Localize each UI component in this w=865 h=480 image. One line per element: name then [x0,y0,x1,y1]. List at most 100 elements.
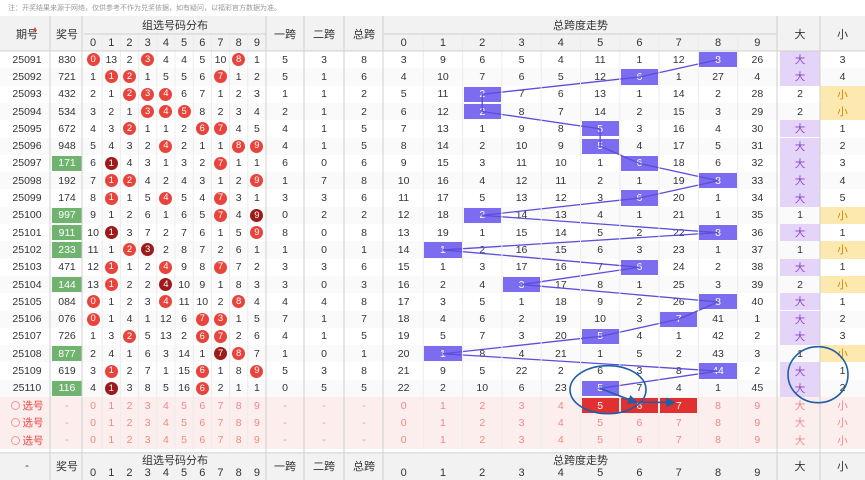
select-trend-digit[interactable]: 4 [557,416,564,429]
select-trend-digit[interactable]: 8 [715,399,721,412]
select-trend-digit[interactable]: 9 [754,434,761,447]
select-digit[interactable]: 2 [126,434,133,447]
select-digit[interactable]: 8 [235,434,242,447]
select-trend-digit[interactable]: 9 [754,399,761,412]
dist-ball-cell: 7 [211,68,229,85]
select-digit[interactable]: 6 [199,399,206,412]
span2-cell: 0 [321,243,327,256]
select-digit[interactable]: 1 [108,434,115,447]
number-ball: 1 [104,364,118,378]
select-dash: - [362,416,366,429]
select-digit[interactable]: 9 [253,416,260,429]
select-trend-digit[interactable]: 5 [597,416,604,429]
span1-cell: 4 [282,122,288,135]
select-label[interactable]: 选号 [6,414,48,431]
select-digit[interactable]: 6 [199,416,206,429]
select-trend-digit[interactable]: 9 [754,416,761,429]
select-trend-digit[interactable]: 7 [675,434,682,447]
select-trend-digit[interactable]: 2 [479,399,486,412]
trend-cell: 7 [518,88,525,101]
select-trend-digit[interactable]: 3 [518,399,525,412]
select-trend-digit[interactable]: 3 [518,434,525,447]
number-ball: 1 [104,70,118,84]
select-label[interactable]: 选号 [6,432,48,449]
select-trend-highlight[interactable]: 7 [660,398,698,414]
select-digit[interactable]: 9 [253,399,260,412]
select-trend-highlight[interactable]: 5 [581,398,619,414]
dist-cell: 10 [196,295,209,308]
select-dash: - [65,416,69,429]
select-trend-digit[interactable]: 4 [557,399,564,412]
select-trend-digit[interactable]: 6 [636,434,643,447]
dist-digit-header: 0 [90,36,97,49]
select-trend-digit[interactable]: 0 [400,399,407,412]
issue-header[interactable]: 期号 [16,28,38,41]
select-digit[interactable]: 7 [217,434,224,447]
select-digit[interactable]: 7 [217,416,224,429]
select-digit[interactable]: 6 [199,434,206,447]
select-digit[interactable]: 4 [162,399,169,412]
select-trend-digit[interactable]: 2 [479,416,486,429]
select-small[interactable]: 小 [837,400,848,413]
select-trend-digit[interactable]: 1 [440,434,446,447]
trend-hit-box: 6 [620,155,659,172]
select-digit[interactable]: 4 [162,434,169,447]
select-trend-digit[interactable]: 6 [636,416,643,429]
sort-arrows-icon[interactable]: ▴ [33,24,38,33]
select-trend-digit[interactable]: 7 [675,416,682,429]
select-trend-digit[interactable]: 2 [479,434,486,447]
dist-cell: 5 [253,313,260,326]
select-big[interactable]: 大 [794,434,806,447]
select-digit[interactable]: 2 [126,399,133,412]
trend-cell: 14 [594,105,606,118]
big-cell: 大 [780,120,820,138]
number-ball: 7 [213,329,227,343]
select-digit[interactable]: 5 [181,399,188,412]
select-trend-digit[interactable]: 3 [518,416,525,429]
prize-cell: 997 [52,207,82,223]
select-digit[interactable]: 3 [144,399,151,412]
select-label[interactable]: 选号 [6,397,48,414]
select-small[interactable]: 小 [837,417,848,430]
select-digit[interactable]: 9 [253,434,260,447]
select-trend-highlight[interactable]: 6 [620,398,659,414]
select-trend-digit[interactable]: 0 [400,416,407,429]
select-digit[interactable]: 3 [144,416,151,429]
select-trend-digit[interactable]: 4 [557,434,564,447]
small-cell: 3 [839,330,846,343]
select-big[interactable]: 大 [794,417,806,430]
dist-cell: 1 [108,88,115,101]
radio-circle-icon[interactable] [10,401,20,411]
trend-hit-box: 8 [699,225,737,241]
select-trend-digit[interactable]: 8 [715,416,721,429]
select-trend-digit[interactable]: 0 [400,434,407,447]
select-digit[interactable]: 8 [235,399,242,412]
footer-trend-digit: 9 [754,467,761,480]
select-digit[interactable]: 1 [108,399,115,412]
select-digit[interactable]: 2 [126,416,133,429]
select-digit[interactable]: 0 [90,399,97,412]
select-trend-digit[interactable]: 8 [715,434,721,447]
dist-cell: 10 [214,53,227,66]
span1-cell: 3 [282,261,288,274]
select-digit[interactable]: 0 [90,434,97,447]
select-digit[interactable]: 7 [217,399,224,412]
select-digit[interactable]: 5 [181,434,188,447]
number-ball: 2 [122,243,136,257]
select-digit[interactable]: 8 [235,416,242,429]
select-digit[interactable]: 0 [90,416,97,429]
select-digit[interactable]: 3 [144,434,151,447]
select-digit[interactable]: 5 [181,416,188,429]
select-trend-digit[interactable]: 1 [440,399,446,412]
radio-circle-icon[interactable] [10,418,20,428]
select-small[interactable]: 小 [837,434,848,447]
select-big[interactable]: 大 [794,400,806,413]
select-dash: - [283,434,287,447]
select-trend-digit[interactable]: 5 [597,434,604,447]
radio-circle-icon[interactable] [10,435,20,445]
select-digit[interactable]: 1 [108,416,115,429]
small-cell: 小 [820,345,865,363]
select-digit[interactable]: 4 [162,416,169,429]
select-trend-digit[interactable]: 1 [440,416,446,429]
trend-cell: 22 [672,226,685,239]
